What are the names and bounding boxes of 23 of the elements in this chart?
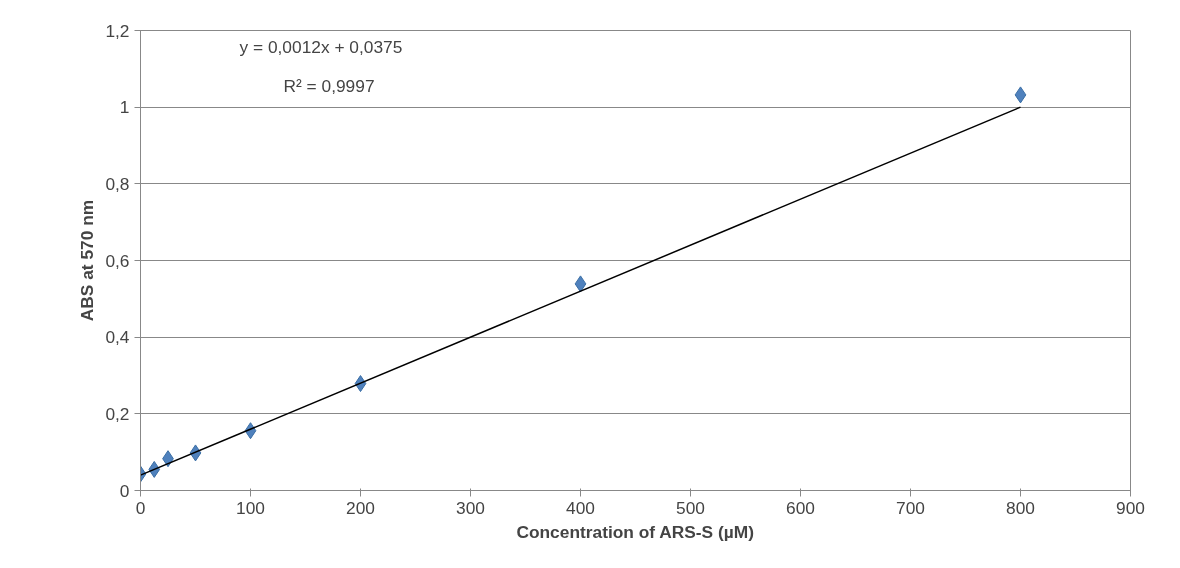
point (574, 275, 587, 293)
y-tick-label: 1,2 (105, 20, 130, 41)
x-tick-label: 100 (236, 497, 265, 518)
x-tick-label: 300 (456, 497, 485, 518)
x-tick-label: 900 (1116, 497, 1145, 518)
y-tick-label: 0 (119, 480, 130, 501)
y-tick-label: 0,2 (105, 403, 130, 424)
y-tick-label: 0,6 (105, 250, 130, 271)
x-tick-label: 500 (676, 497, 705, 518)
x-tick-label: 400 (566, 497, 595, 518)
annotation: R² = 0,9997 (283, 75, 375, 96)
x-tick-label: 600 (786, 497, 815, 518)
point (1014, 86, 1027, 104)
y-tick-label: 0,4 (105, 327, 130, 348)
x-tick-label: 0 (135, 497, 146, 518)
x-tick-label: 200 (346, 497, 375, 518)
y-tick-label: 1 (119, 97, 130, 118)
y-axis-title: ABS at 570 nm (77, 199, 98, 322)
x-axis-title: Concentration of ARS-S (µM) (516, 521, 754, 542)
y-tick-label: 0,8 (105, 173, 130, 194)
x-tick-label: 800 (1006, 497, 1035, 518)
annotation: y = 0,0012x + 0,0375 (239, 37, 403, 58)
x-tick-label: 700 (896, 497, 925, 518)
